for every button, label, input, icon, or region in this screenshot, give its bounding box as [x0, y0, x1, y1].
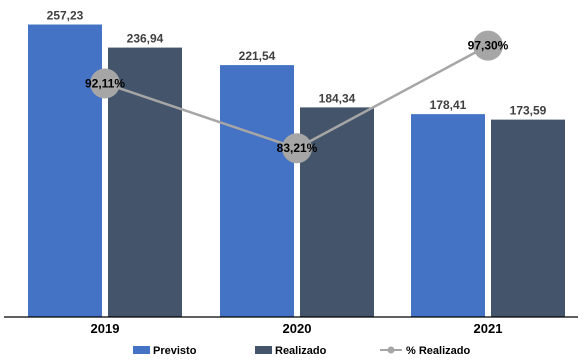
legend-marker: [387, 346, 395, 354]
line-point-2021: [473, 30, 503, 61]
bar-value-label: 236,94: [127, 32, 164, 46]
bar-value-labels: 257,23 236,94 221,54 184,34 178,41 173,59: [47, 9, 547, 118]
line-layer: 92,11% 83,21% 97,30%: [85, 30, 509, 164]
bar-value-label: 173,59: [510, 104, 547, 118]
legend: Previsto Realizado % Realizado: [133, 345, 470, 357]
legend-label: Realizado: [275, 345, 327, 357]
legend-swatch: [133, 346, 150, 354]
line-value-label: 83,21%: [277, 141, 318, 155]
legend-swatch: [255, 346, 272, 354]
legend-item--realizado: % Realizado: [380, 345, 470, 357]
category-label-2019: 2019: [91, 321, 120, 336]
bar-previsto-2021: [411, 114, 485, 317]
bar-previsto-2019: [28, 24, 102, 318]
bar-value-label: 184,34: [319, 91, 356, 105]
bar-realizado-2019: [108, 47, 182, 317]
bar-value-label: 221,54: [239, 49, 276, 63]
bar-realizado-2020: [300, 107, 374, 317]
category-labels: 2019 2020 2021: [91, 321, 503, 336]
bars-layer: [28, 24, 565, 318]
bar-value-label: 257,23: [47, 9, 84, 23]
line-point-2019: [90, 68, 120, 99]
legend-item-realizado: Realizado: [255, 345, 327, 357]
bar-value-label: 178,41: [430, 98, 467, 112]
bar-realizado-2021: [491, 119, 565, 318]
line-value-label: 97,30%: [468, 39, 509, 53]
legend-item-previsto: Previsto: [133, 345, 197, 357]
line-value-label: 92,11%: [85, 76, 125, 90]
legend-label: % Realizado: [406, 345, 470, 357]
line-point-2020: [282, 133, 312, 164]
bar-previsto-2020: [220, 65, 294, 317]
category-label-2020: 2020: [283, 321, 312, 336]
legend-label: Previsto: [153, 345, 197, 357]
category-label-2021: 2021: [474, 321, 503, 336]
